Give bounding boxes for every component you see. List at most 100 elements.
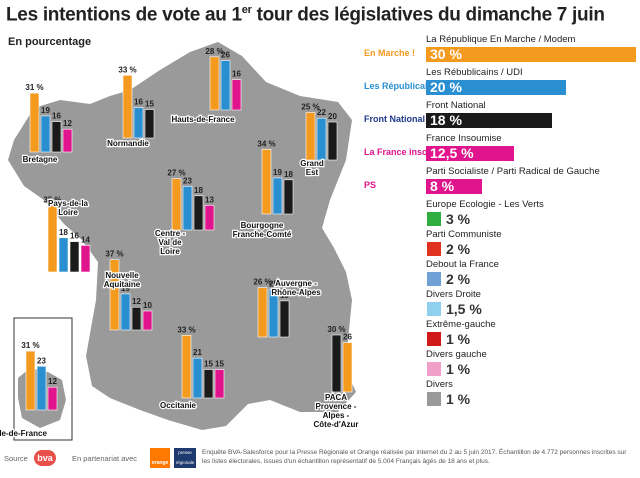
region-bars-4: 25 %22 20	[301, 103, 337, 161]
bar	[283, 179, 294, 215]
bar	[192, 357, 203, 399]
bar-value-label: 30 %	[327, 325, 345, 334]
bar-value-label: 19	[273, 168, 282, 177]
bar	[69, 241, 80, 273]
bar	[316, 117, 327, 161]
legend-party-name: Debout la France	[426, 259, 499, 270]
bar-value-label: 19	[280, 291, 289, 300]
bar-value-label: 15	[204, 360, 213, 369]
bar	[62, 128, 73, 153]
bar	[144, 109, 155, 139]
legend-value: 1 %	[446, 331, 471, 347]
legend-party-name: Divers gauche	[426, 349, 487, 360]
bar	[257, 287, 268, 338]
legend-swatch	[427, 362, 441, 376]
legend-bar	[426, 179, 482, 194]
party-logo: PS	[364, 180, 377, 190]
region-name-label: Pays-de-la Loire	[48, 199, 89, 217]
bar	[182, 186, 193, 231]
bar	[204, 205, 215, 231]
bar	[342, 342, 353, 393]
bar-value-label: 16	[134, 98, 143, 107]
presse-regionale-logo: presse régionale	[174, 448, 196, 468]
legend-swatch	[427, 332, 441, 346]
bar-value-label: 27 %	[167, 169, 185, 178]
bar-value-label: 18	[284, 170, 293, 179]
bar	[231, 79, 242, 111]
region-name-label: Normandie	[107, 139, 149, 148]
legend-party-name: Parti Communiste	[426, 229, 502, 240]
bar	[181, 334, 192, 399]
chart-subtitle: En pourcentage	[8, 36, 92, 48]
region-bars-6: 35 % 18 16 14	[43, 196, 90, 273]
bar	[40, 115, 51, 153]
bar-value-label: 25 %	[301, 103, 319, 112]
orange-logo: orange	[150, 448, 170, 468]
region-name-label: Centre -Val de Loire	[155, 229, 186, 256]
legend-party-name: Europe Ecologie - Les Verts	[426, 199, 544, 210]
bar	[133, 107, 144, 139]
bar	[142, 310, 153, 331]
region-name-label: Auvergne -Rhône-Alpes	[271, 279, 321, 297]
bar-value-label: 31 %	[25, 83, 43, 92]
bar	[120, 293, 131, 331]
region-name-label: Hauts-de-France	[171, 115, 235, 124]
legend-party-name: Les Rébublicains / UDI	[426, 67, 523, 78]
bar	[58, 237, 69, 273]
bar	[220, 60, 231, 111]
bar	[305, 112, 316, 161]
bar	[268, 289, 279, 338]
region-name-label: Nouvelle Aquitaine	[104, 271, 141, 289]
bar	[203, 369, 214, 399]
legend-party-name: Parti Socialiste / Parti Radical de Gauc…	[426, 166, 600, 177]
bar	[47, 205, 58, 273]
bar	[171, 178, 182, 231]
legend-value: 8 %	[430, 178, 455, 194]
bar-value-label: 15	[145, 100, 154, 109]
region-name-label: PACA Provence -Alpes -Côte-d'Azur	[313, 393, 358, 429]
bar	[214, 369, 225, 399]
legend-value: 1 %	[446, 391, 471, 407]
bar-value-label: 26 %	[253, 278, 271, 287]
legend-bar	[426, 113, 552, 128]
legend-swatch	[427, 242, 441, 256]
survey-note: Enquête BVA-Salesforce pour la Presse Ré…	[202, 449, 627, 465]
region-name-label: Bourgogne Franche-Comté	[233, 221, 292, 239]
bar-value-label: 19	[41, 106, 50, 115]
region-bars-12: 30 %26	[327, 325, 353, 393]
bar-value-label: 20	[328, 112, 337, 121]
region-name-label: Grand Est	[300, 159, 324, 177]
bar	[272, 177, 283, 215]
bar-value-label: 12	[63, 119, 72, 128]
bar	[47, 386, 58, 411]
legend-value: 12,5 %	[430, 145, 474, 161]
legend-party-name: France Insoumise	[426, 133, 502, 144]
source-label: Source	[4, 454, 28, 463]
bar	[109, 259, 120, 331]
legend-bar	[426, 146, 514, 161]
legend-value: 1,5 %	[446, 301, 482, 317]
bar	[327, 121, 338, 161]
legend-value: 18 %	[430, 112, 462, 128]
bar-value-label: 23	[37, 356, 46, 365]
legend-value: 2 %	[446, 241, 471, 257]
legend-party-name: Extrême-gauche	[426, 319, 496, 330]
bar-value-label: 12	[132, 297, 141, 306]
legend-swatch	[427, 392, 441, 406]
legend-bar	[426, 47, 636, 62]
bar-value-label: 21	[193, 348, 202, 357]
region-name-label: Bretagne	[23, 155, 58, 164]
bar-value-label: 28 %	[205, 47, 223, 56]
region-name-label: Ile-de-France	[0, 429, 47, 438]
bar	[122, 75, 133, 139]
party-logo: En Marche !	[364, 48, 416, 58]
legend-bar	[426, 80, 566, 95]
bar	[29, 92, 40, 153]
bar-value-label: 37 %	[105, 250, 123, 259]
bar-value-label: 14	[81, 235, 90, 244]
